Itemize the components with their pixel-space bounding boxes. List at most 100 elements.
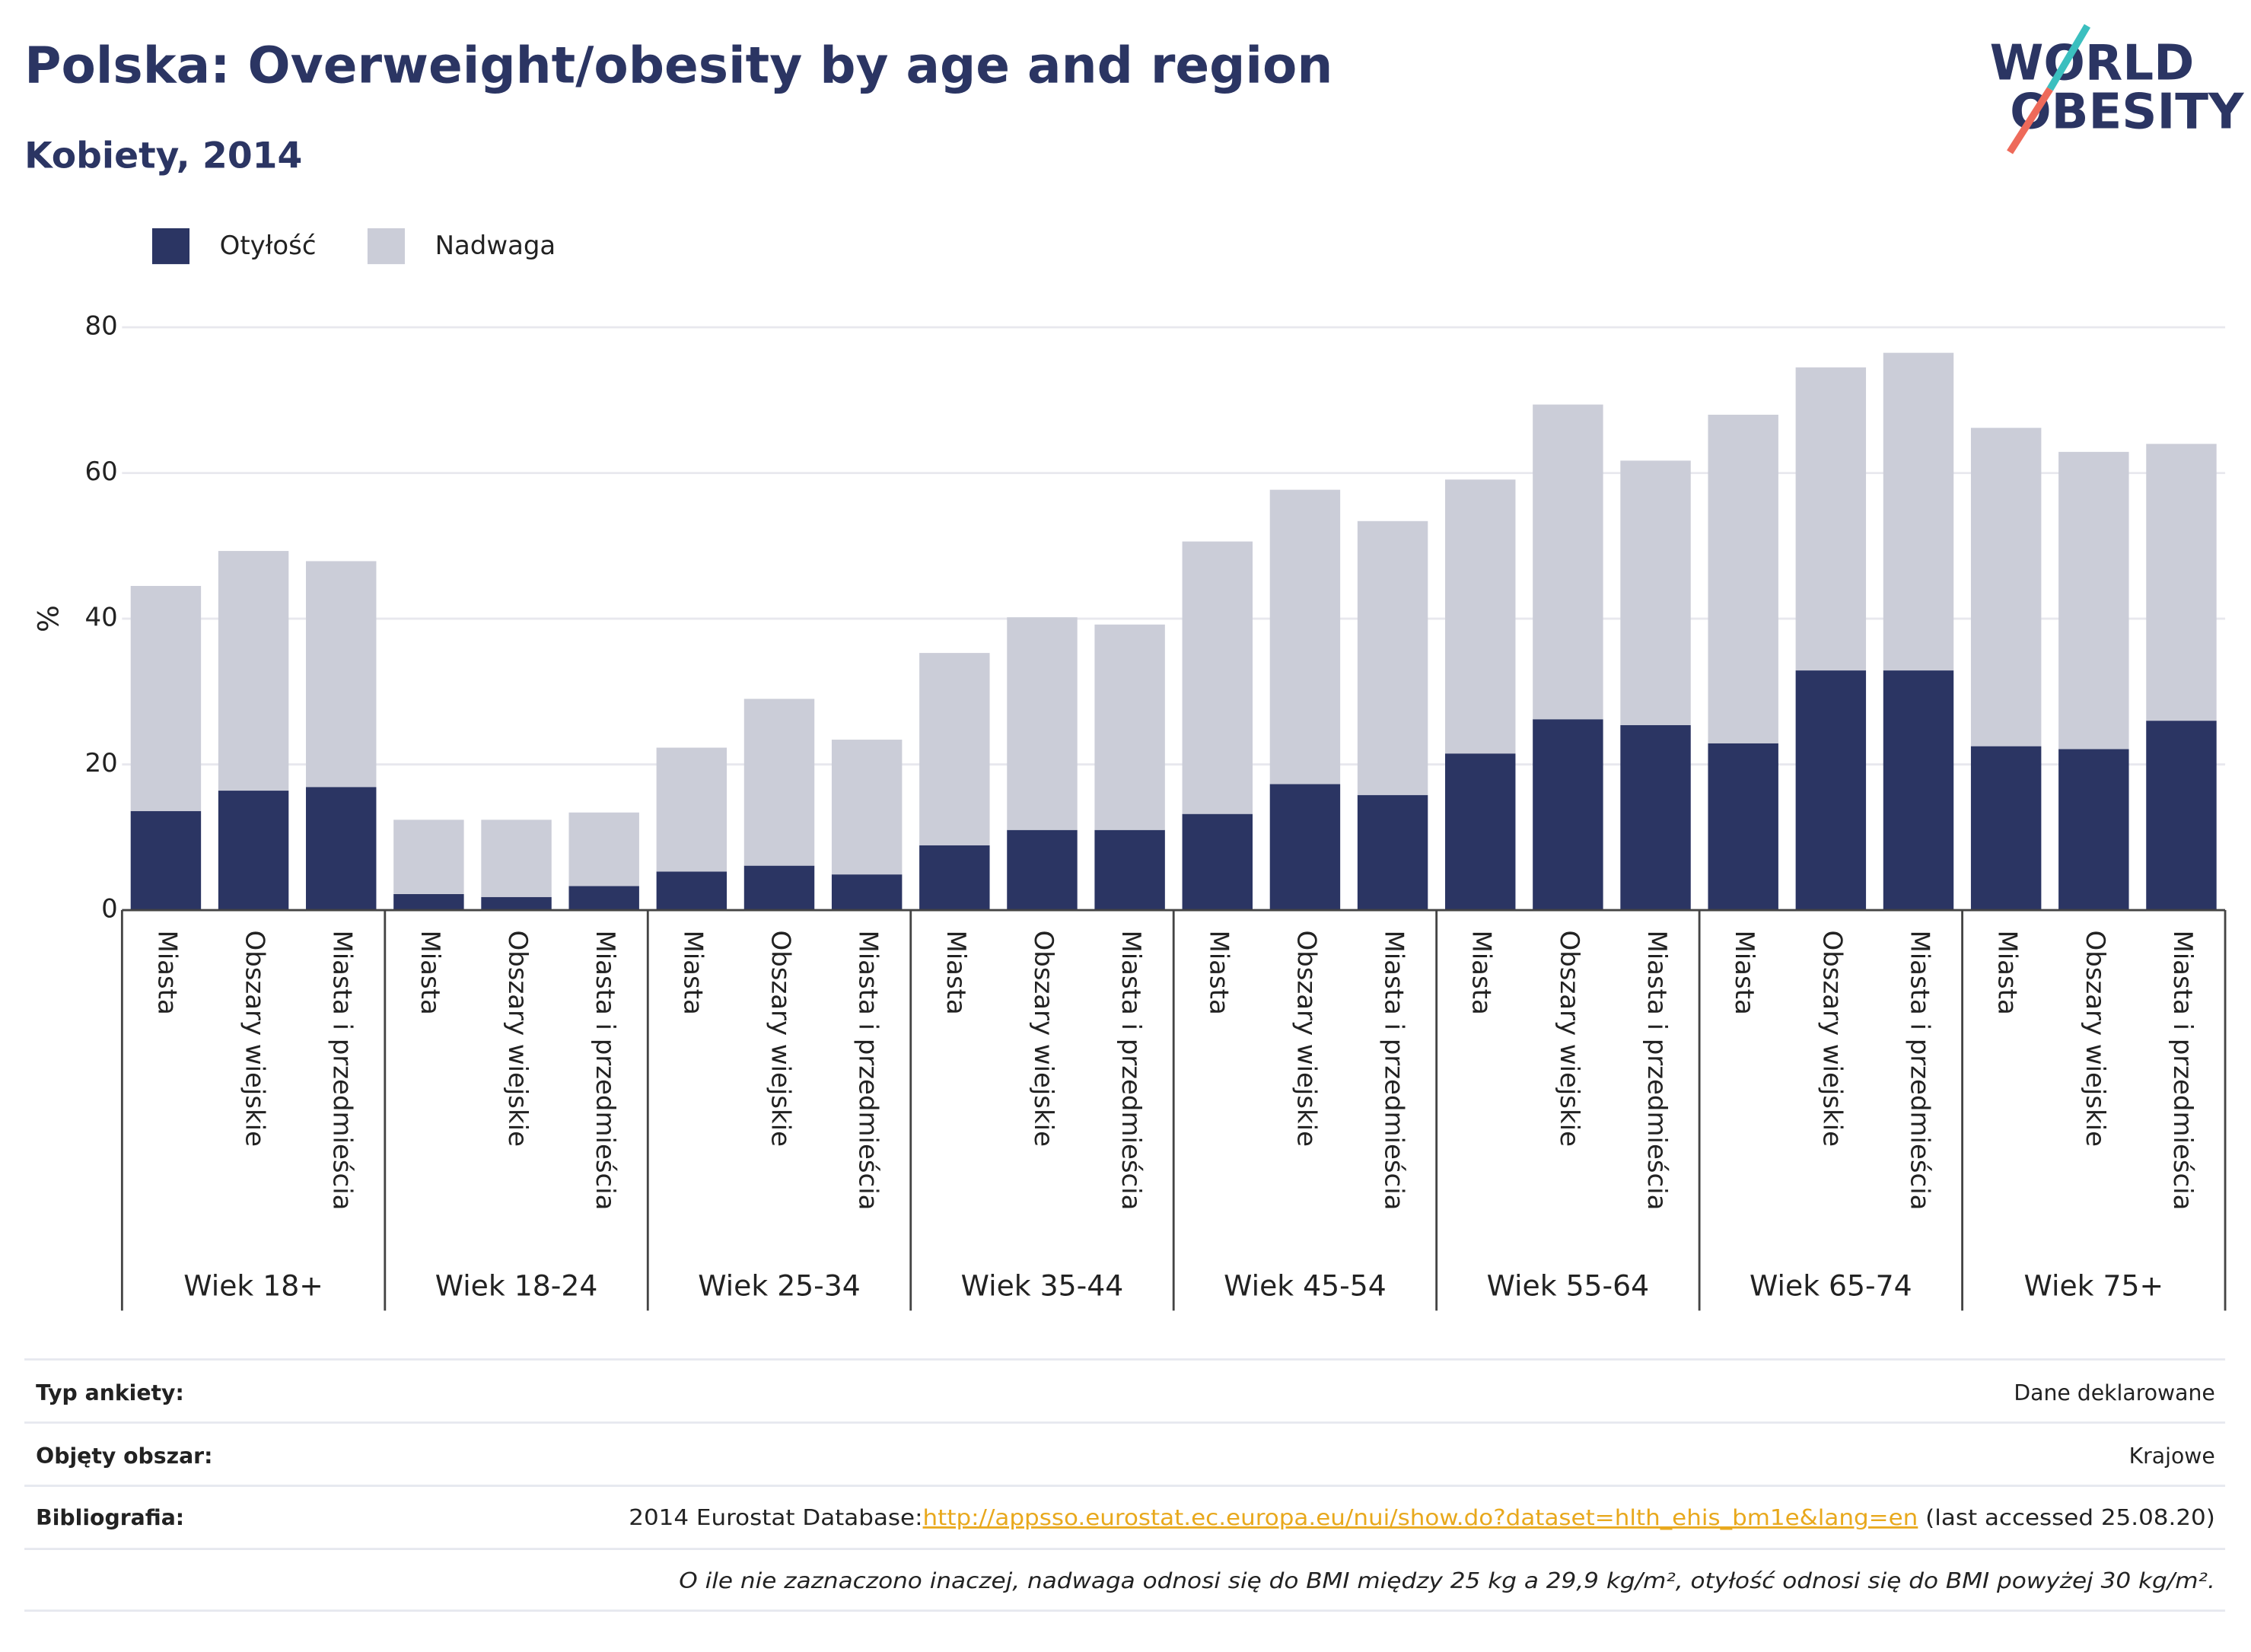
footer-label: Typ ankiety:	[36, 1380, 184, 1405]
bibliography-text: 2014 Eurostat Database:	[629, 1505, 922, 1530]
y-tick-label: 80	[85, 311, 118, 342]
bibliography: 2014 Eurostat Database: http://appsso.eur…	[629, 1505, 2215, 1530]
bar-segment	[568, 812, 639, 886]
chart-title: Polska: Overweight/obesity by age and re…	[24, 37, 1332, 95]
bar-segment	[1795, 367, 1867, 671]
bar-segment	[1094, 624, 1165, 830]
x-tick-label: Miasta	[941, 930, 971, 1014]
bar-segment	[2146, 721, 2217, 911]
bibliography-link[interactable]: http://appsso.eurostat.ec.europa.eu/nui/…	[923, 1505, 1918, 1530]
x-tick-label: Miasta	[1992, 930, 2023, 1014]
y-tick-label: 60	[85, 457, 118, 487]
bibliography-text: (last accessed 25.08.20)	[1918, 1505, 2215, 1530]
legend-swatch	[367, 228, 405, 265]
x-tick-label: Miasta i przedmieścia	[327, 930, 358, 1210]
bar-segment	[1620, 724, 1691, 911]
footer-label: Objęty obszar:	[36, 1444, 212, 1469]
bar-segment	[1708, 415, 1778, 743]
x-tick-label: Obszary wiejskie	[502, 930, 533, 1147]
y-axis-label: %	[32, 605, 65, 632]
logo-text: WORLD	[1990, 34, 2195, 91]
bar-segment	[831, 874, 903, 911]
bar-segment	[656, 747, 728, 872]
x-tick-label: Obszary wiejskie	[2080, 930, 2110, 1147]
bar-segment	[1708, 743, 1778, 911]
x-tick-label: Obszary wiejskie	[1028, 930, 1059, 1147]
bar-segment	[306, 787, 377, 911]
y-tick-label: 20	[85, 748, 118, 778]
bar-segment	[1533, 404, 1603, 720]
bar-segment	[743, 865, 815, 911]
bar-segment	[743, 699, 815, 866]
y-tick-label: 40	[85, 603, 118, 633]
bar-segment	[1620, 460, 1691, 725]
x-tick-label: Miasta i przedmieścia	[1379, 930, 1409, 1210]
bar-segment	[919, 845, 990, 911]
x-tick-label: Obszary wiejskie	[1554, 930, 1584, 1147]
x-tick-label: Obszary wiejskie	[240, 930, 270, 1147]
group-label: Wiek 55-64	[1487, 1269, 1650, 1303]
footer-label: Bibliografia:	[36, 1505, 184, 1530]
bar-segment	[2058, 749, 2129, 911]
x-tick-label: Miasta	[1466, 930, 1497, 1014]
bar-segment	[306, 561, 377, 788]
bar-segment	[1533, 719, 1603, 911]
bar-segment	[1357, 794, 1428, 911]
x-tick-label: Miasta i przedmieścia	[590, 930, 620, 1210]
footer-value: Dane deklarowane	[2014, 1380, 2214, 1405]
x-tick-label: Miasta i przedmieścia	[1641, 930, 1672, 1210]
x-tick-label: Miasta i przedmieścia	[1116, 930, 1146, 1210]
y-tick-label: 0	[101, 894, 118, 925]
bar-segment	[1007, 617, 1078, 830]
legend-label: Otyłość	[220, 231, 317, 261]
bar-segment	[1883, 670, 1954, 911]
x-tick-label: Miasta	[1203, 930, 1234, 1014]
bar-segment	[1970, 746, 2042, 911]
logo-slash	[2007, 87, 2053, 154]
bar-segment	[1357, 520, 1428, 795]
bar-segment	[393, 893, 464, 911]
footer-value: Krajowe	[2129, 1444, 2215, 1469]
logo-slash	[2046, 24, 2091, 91]
bar-segment	[130, 810, 202, 911]
x-tick-label: Miasta	[415, 930, 445, 1014]
bar-segment	[2058, 451, 2129, 750]
bar-segment	[1883, 352, 1954, 671]
x-tick-label: Miasta	[151, 930, 182, 1014]
bar-segment	[831, 740, 903, 875]
bar-segment	[2146, 444, 2217, 721]
bar-segment	[1269, 784, 1341, 911]
bar-segment	[393, 820, 464, 894]
group-label: Wiek 75+	[2024, 1269, 2164, 1303]
x-tick-label: Miasta i przedmieścia	[853, 930, 884, 1210]
bar-segment	[130, 586, 202, 811]
bar-segment	[919, 653, 990, 845]
group-label: Wiek 45-54	[1224, 1269, 1387, 1303]
footnote: O ile nie zaznaczono inaczej, nadwaga od…	[679, 1568, 2215, 1593]
x-tick-label: Miasta i przedmieścia	[1905, 930, 1935, 1210]
group-label: Wiek 35-44	[961, 1269, 1124, 1303]
bar-segment	[218, 791, 289, 911]
bar-segment	[1970, 428, 2042, 746]
bar-segment	[481, 896, 552, 911]
bar-segment	[1094, 829, 1165, 911]
group-label: Wiek 25-34	[698, 1269, 861, 1303]
bar-segment	[1182, 813, 1253, 911]
x-tick-label: Obszary wiejskie	[1291, 930, 1321, 1147]
bar-segment	[568, 886, 639, 911]
x-tick-label: Miasta	[677, 930, 708, 1014]
bar-segment	[1445, 479, 1516, 754]
group-label: Wiek 65-74	[1750, 1269, 1912, 1303]
bar-segment	[1182, 541, 1253, 814]
bar-segment	[218, 551, 289, 791]
bar-segment	[1007, 829, 1078, 911]
x-tick-label: Miasta	[1729, 930, 1759, 1014]
bar-segment	[1795, 670, 1867, 911]
group-label: Wiek 18+	[183, 1269, 323, 1303]
bar-segment	[481, 820, 552, 897]
x-tick-label: Obszary wiejskie	[1816, 930, 1847, 1147]
bar-segment	[656, 871, 728, 911]
x-tick-label: Obszary wiejskie	[766, 930, 796, 1147]
